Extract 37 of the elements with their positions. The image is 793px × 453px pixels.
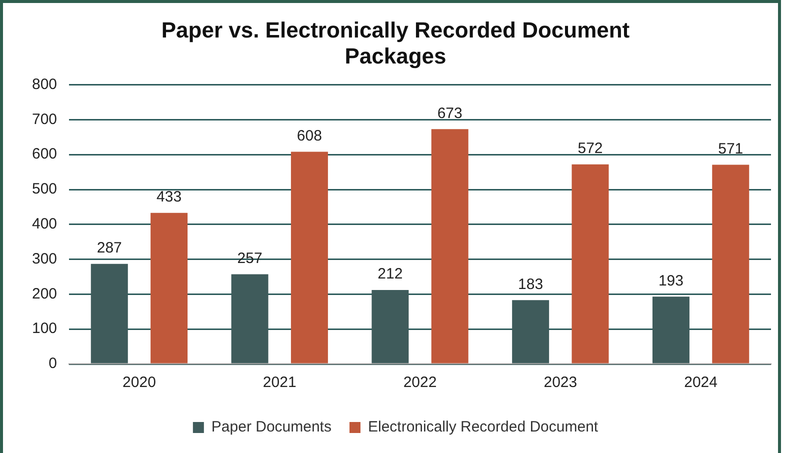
bar: [150, 212, 188, 364]
data-label: 571: [718, 140, 744, 158]
bar: [231, 274, 268, 364]
x-tick-label: 2023: [544, 374, 578, 392]
bar: [652, 296, 690, 364]
bar: [431, 129, 468, 364]
data-label: 572: [578, 140, 603, 158]
bar: [90, 264, 128, 364]
x-tick-label: 2022: [403, 374, 437, 392]
data-label: 433: [156, 188, 182, 206]
x-tick-label: 2020: [122, 374, 156, 392]
data-label: 287: [96, 239, 122, 256]
x-tick-label: 2024: [684, 374, 718, 392]
text: Paper vs. Electronically Recorded Document: [161, 17, 630, 42]
data-label: 193: [658, 272, 684, 290]
bar: [572, 164, 609, 364]
data-label: 608: [296, 127, 322, 144]
y-tick-label: 100: [32, 320, 58, 338]
y-tick-label: 200: [32, 285, 58, 302]
legend-label: Paper Documents: [211, 418, 332, 436]
bar: [290, 152, 328, 364]
data-label: 673: [437, 104, 462, 122]
bar: [372, 290, 409, 364]
text: Packages: [344, 44, 446, 69]
data-label: 212: [378, 266, 403, 283]
y-tick-label: 300: [32, 250, 58, 268]
y-tick-label: 600: [32, 146, 58, 163]
bar: [512, 300, 550, 364]
bar: [712, 164, 750, 364]
y-tick-label: 0: [48, 355, 58, 372]
y-tick-label: 400: [32, 216, 58, 233]
y-tick-label: 800: [32, 76, 58, 93]
legend-label: Electronically Recorded Document: [368, 418, 599, 436]
y-tick-label: 500: [32, 180, 58, 198]
y-tick-label: 700: [32, 110, 58, 128]
x-tick-label: 2021: [262, 374, 296, 392]
data-label: 183: [518, 276, 544, 293]
